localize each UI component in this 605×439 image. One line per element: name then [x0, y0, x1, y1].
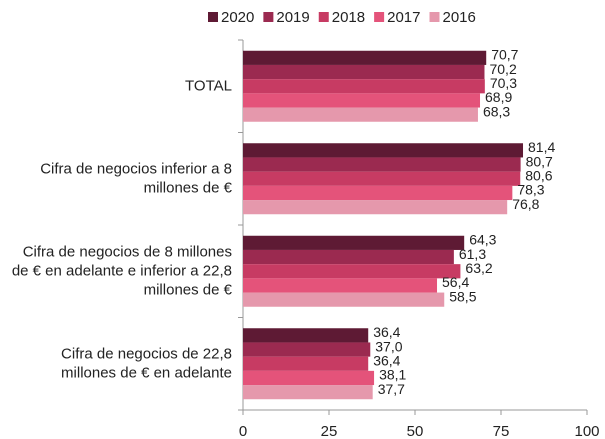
data-label: 78,3	[517, 182, 544, 198]
bar	[243, 342, 371, 357]
bar	[243, 93, 481, 108]
bar	[243, 185, 513, 201]
data-label: 70,3	[490, 75, 517, 91]
data-label: 70,2	[489, 61, 516, 77]
data-label: 36,4	[373, 352, 400, 368]
bar	[243, 370, 375, 386]
legend-label: 2020	[221, 9, 254, 26]
x-tick-label: 25	[321, 423, 338, 439]
data-label: 70,7	[491, 47, 518, 63]
legend-swatch	[429, 12, 440, 22]
x-tick-label: 75	[493, 423, 510, 439]
bar	[243, 328, 369, 343]
data-label: 58,5	[449, 288, 476, 304]
bar	[243, 200, 508, 215]
legend-swatch	[208, 12, 218, 22]
bar	[243, 143, 524, 158]
bar	[243, 278, 438, 293]
data-label: 56,4	[442, 274, 469, 290]
data-label: 68,3	[483, 103, 510, 119]
legend-label: 2017	[387, 9, 420, 26]
bar	[243, 235, 465, 250]
data-label: 37,7	[378, 381, 405, 397]
bar	[243, 64, 485, 80]
data-label: 61,3	[459, 246, 486, 262]
bar	[243, 249, 454, 265]
bar	[243, 79, 485, 94]
legend-label: 2018	[332, 9, 365, 26]
bar	[243, 107, 478, 122]
data-label: 81,4	[528, 139, 555, 155]
x-tick-label: 0	[239, 423, 247, 439]
data-label: 80,6	[525, 167, 552, 183]
bar	[243, 50, 487, 65]
category-label: Cifra de negocios de 8 millones de € en …	[8, 243, 233, 298]
data-label: 37,0	[375, 338, 402, 354]
data-label: 36,4	[373, 324, 400, 340]
category-label: Cifra de negocios inferior a 8 millones …	[40, 160, 232, 196]
x-tick-label: 100	[574, 423, 599, 439]
legend-swatch	[318, 12, 329, 22]
bar	[243, 385, 373, 400]
legend-swatch	[263, 12, 274, 22]
legend-label: 2016	[443, 9, 476, 26]
bar	[243, 171, 521, 186]
category-label: Cifra de negocios de 22,8 millones de € …	[57, 345, 232, 381]
data-label: 80,7	[526, 153, 553, 169]
x-tick-label: 50	[407, 423, 424, 439]
category-label: TOTAL	[185, 77, 232, 94]
legend-swatch	[374, 12, 385, 22]
bar	[243, 292, 445, 307]
bar	[243, 356, 369, 371]
data-label: 68,9	[485, 89, 512, 105]
data-label: 64,3	[469, 232, 496, 248]
legend-label: 2019	[276, 9, 309, 26]
data-label: 38,1	[379, 367, 406, 383]
data-label: 63,2	[465, 260, 492, 276]
data-label: 76,8	[512, 196, 539, 212]
bar	[243, 264, 461, 279]
bar	[243, 157, 521, 172]
